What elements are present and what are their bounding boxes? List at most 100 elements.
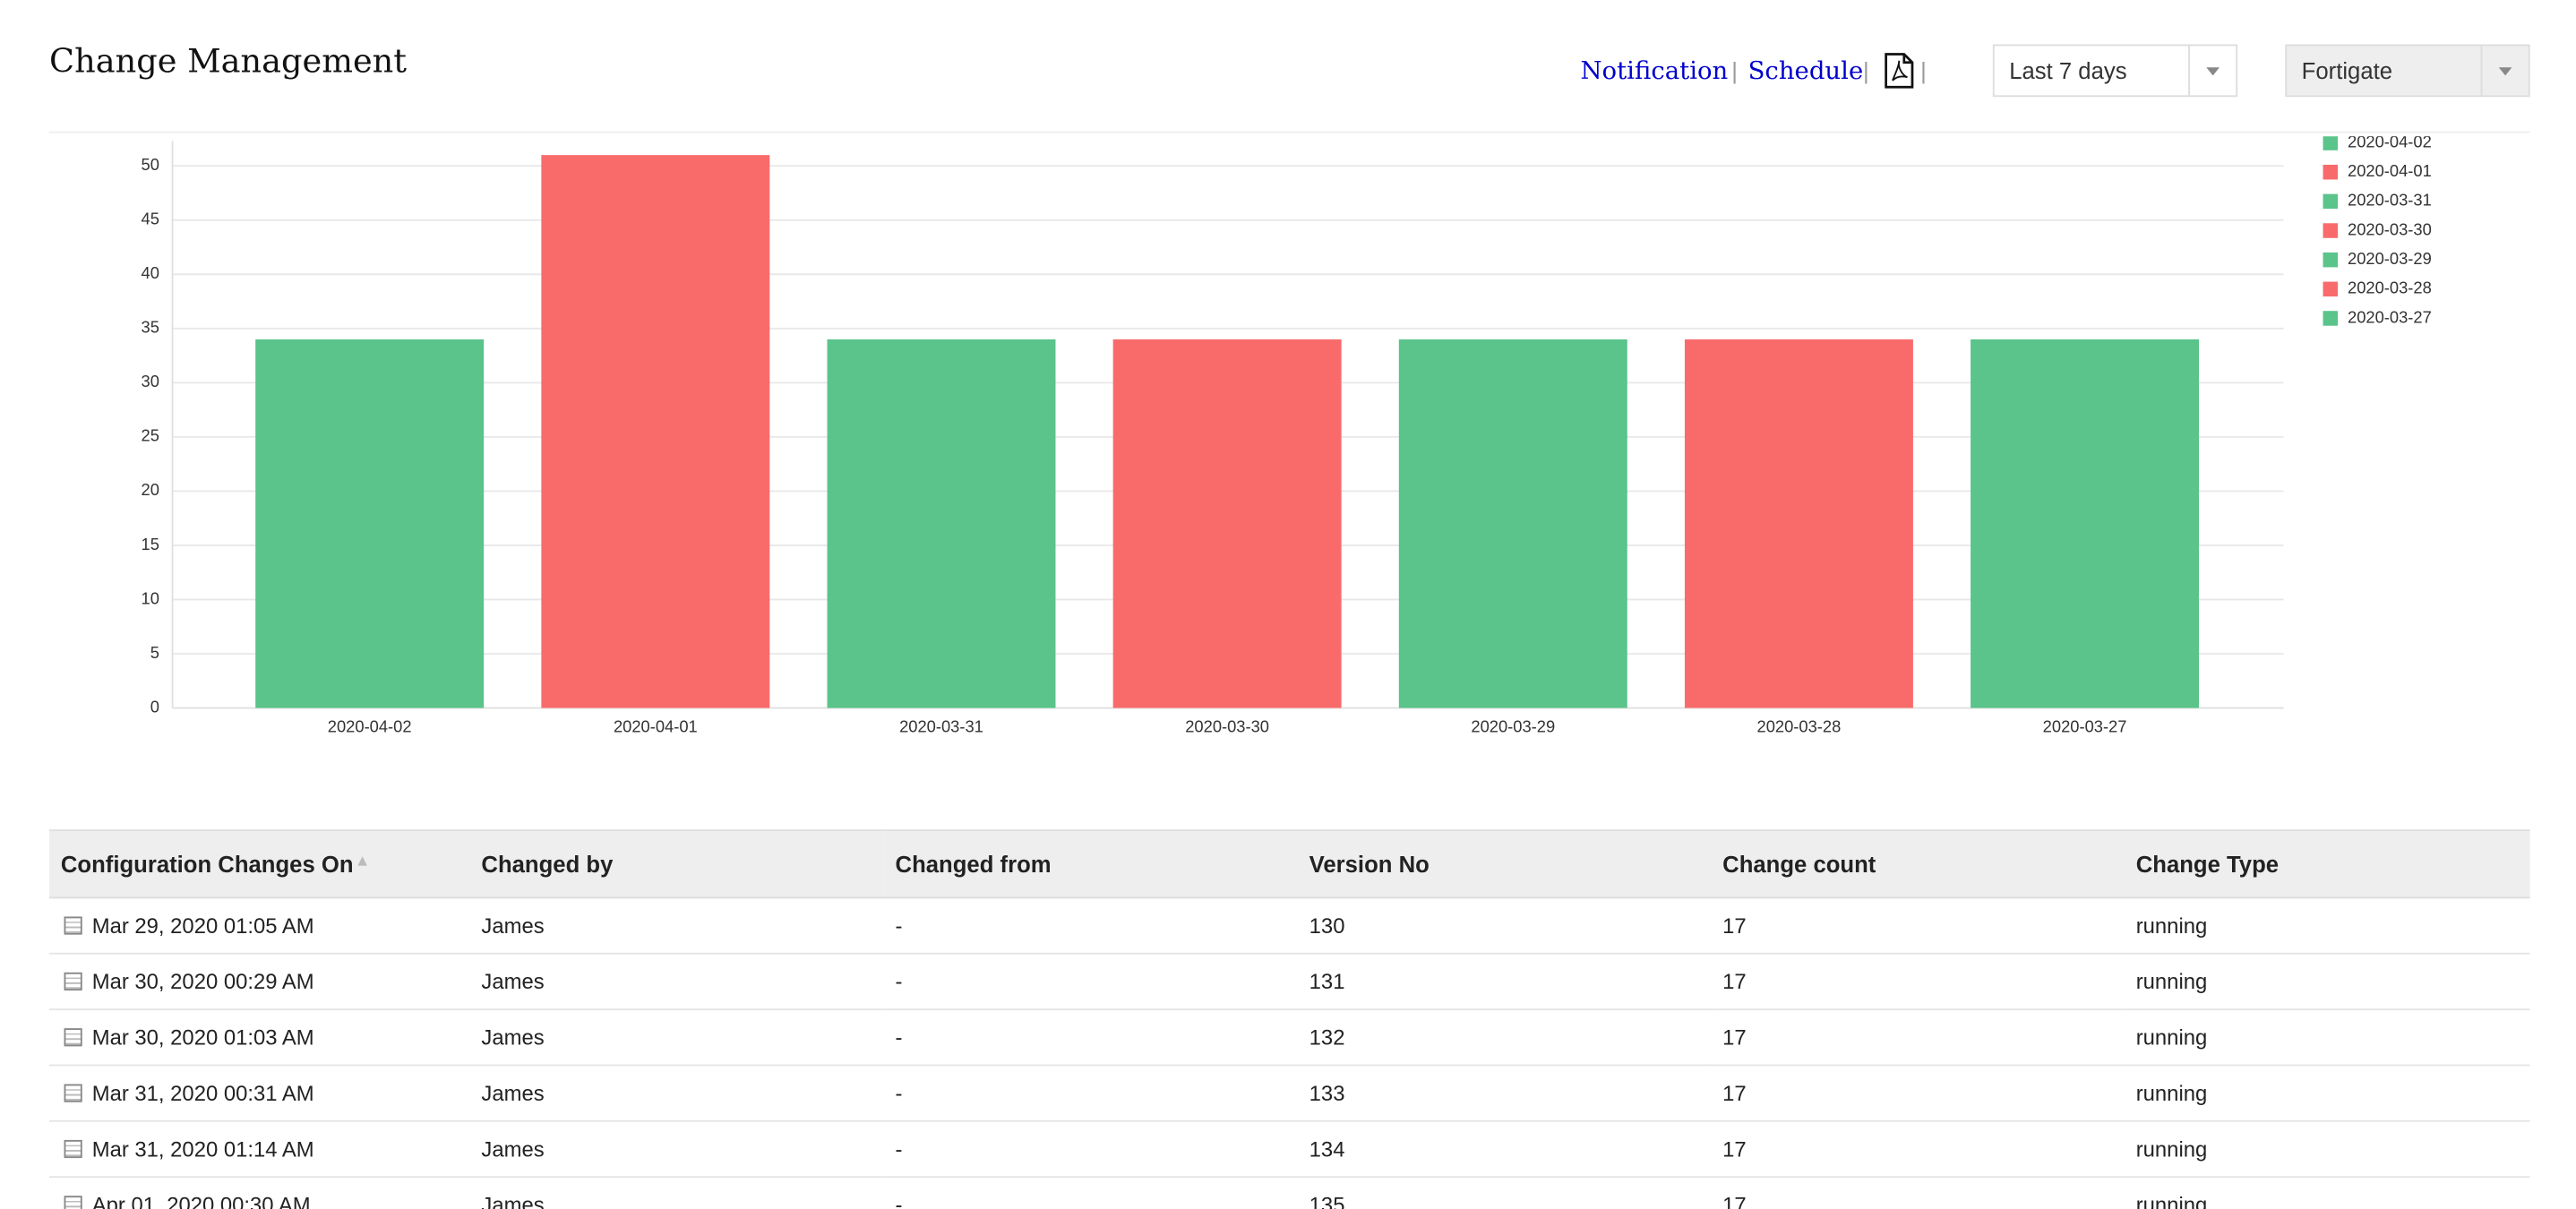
cell-text: - [895,1192,903,1209]
bar [827,339,1056,708]
legend-swatch [2323,223,2339,238]
y-tick-label: 25 [142,426,159,445]
table-cell: James [469,1177,884,1209]
bar [1971,339,2200,708]
period-select[interactable]: Last 7 days [1992,44,2238,98]
table-cell: 130 [1297,897,1712,955]
cell-text: 131 [1309,969,1345,994]
pdf-icon[interactable] [1883,53,1916,89]
cell-text: - [895,913,903,939]
legend-label: 2020-03-27 [2348,307,2432,326]
legend-swatch [2323,136,2339,150]
table-row: Mar 31, 2020 01:14 AM James - 134 17 running [49,1120,2530,1179]
table-cell: Mar 29, 2020 01:05 AM [49,897,470,955]
x-tick-label: 2020-03-28 [1757,716,1842,735]
table-body: Mar 29, 2020 01:05 AM James -130 17 running M… [49,897,2530,1209]
legend-swatch [2323,281,2339,297]
table-cell: - [883,1065,1298,1122]
column-header: Changed from [883,829,1298,899]
table-cell: Mar 31, 2020 01:14 AM [49,1120,470,1179]
cell-text: - [895,1136,903,1162]
y-tick-label: 35 [142,318,159,337]
table-cell: 133 [1297,1065,1712,1122]
y-tick-label: 20 [142,480,159,499]
cell-text: James [481,1136,545,1162]
x-tick-label: 2020-03-27 [2043,716,2127,735]
device-select[interactable]: Fortigate [2285,44,2530,98]
y-tick-label: 40 [142,263,159,282]
cell-text: - [895,1025,903,1050]
table-cell: 17 [1711,1177,2125,1209]
legend-label: 2020-04-01 [2348,161,2432,180]
notification-link[interactable]: Notification [1580,56,1729,86]
column-header: Change Type [2124,829,2530,899]
cell-text: Mar 31, 2020 01:14 AM [91,1136,314,1162]
y-tick-label: 5 [150,643,159,662]
table-cell: James [469,1009,884,1067]
column-header: Version No [1297,829,1712,899]
cell-text: 135 [1309,1192,1345,1209]
table-row: Mar 30, 2020 00:29 AM James - 131 17 running [49,953,2530,1011]
calendar-icon [64,916,82,935]
table-cell: running [2124,897,2530,955]
table-cell: - [883,953,1298,1011]
x-tick-label: 2020-03-31 [899,716,983,735]
legend-label: 2020-03-30 [2348,219,2432,238]
cell-text: James [481,1080,545,1106]
cell-text: - [895,1080,903,1106]
calendar-icon [64,1028,82,1047]
bar [255,339,485,708]
legend-swatch [2323,252,2339,268]
table-cell: James [469,1065,884,1122]
column-title: Configuration Changes On [60,851,354,878]
calendar-icon [64,972,82,991]
table-cell: 17 [1711,1065,2125,1122]
bar [1112,339,1342,708]
table-cell: running [2124,953,2530,1011]
period-value: Last 7 days [2009,57,2127,84]
cell-text: Mar 31, 2020 00:31 AM [91,1080,314,1106]
y-tick-label: 15 [142,535,159,553]
table-cell: 17 [1711,1009,2125,1067]
x-tick-label: 2020-04-01 [614,716,698,735]
legend-swatch [2323,311,2339,326]
legend-label: 2020-03-31 [2348,191,2432,210]
legend-swatch [2323,193,2339,210]
cell-text: running [2135,1080,2208,1106]
table-cell: James [469,953,884,1011]
bar [1398,339,1627,708]
header-row: Configuration Changes On ▴ Changed by Chang… [49,829,2530,899]
legend-label: 2020-03-29 [2348,249,2432,268]
cell-text: James [481,913,545,939]
table-cell: - [883,897,1298,955]
table-cell: - [883,1177,1298,1209]
table-cell: 17 [1711,1120,2125,1179]
x-tick-label: 2020-03-29 [1471,716,1555,735]
legend-label: 2020-04-02 [2348,132,2432,150]
table-row: Mar 29, 2020 01:05 AM James - 130 17 running [49,897,2530,955]
table-cell: James [469,1120,884,1179]
column-header: Change count [1711,829,2125,899]
table-cell: - [883,1009,1298,1067]
table-cell: 131 [1297,953,1712,1011]
calendar-icon [64,1196,82,1209]
column-header[interactable]: Configuration Changes On ▴ [49,829,470,899]
cell-text: Mar 30, 2020 00:29 AM [91,969,314,994]
table-cell: James [469,897,884,955]
calendar-icon [64,1139,82,1159]
cell-text: Mar 29, 2020 01:05 AM [91,913,314,939]
changes-table: Configuration Changes On ▴ Changed by Chang… [49,829,2530,1209]
schedule-link[interactable]: Schedule [1747,56,1864,86]
y-tick-label: 10 [142,588,159,607]
table-cell: running [2124,1120,2530,1179]
cell-text: running [2135,969,2208,994]
cell-text: James [481,1025,545,1050]
separator: | [1862,57,1869,84]
table-row: Mar 30, 2020 01:03 AM James - 132 17 running [49,1009,2530,1067]
sort-icon[interactable]: ▴ [358,852,367,871]
cell-text: 132 [1309,1025,1345,1050]
column-title: Change count [1722,851,1876,878]
table-cell: Mar 30, 2020 01:03 AM [49,1009,470,1067]
